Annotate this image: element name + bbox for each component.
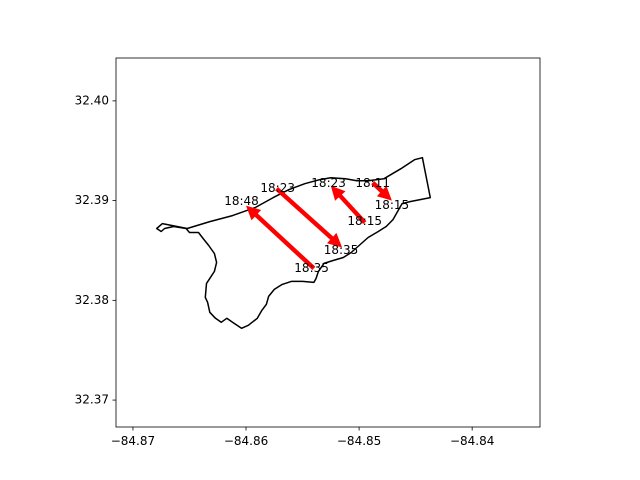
arrow-4	[371, 181, 392, 201]
y-tick-label: 32.39	[75, 193, 109, 207]
boundary-outline	[155, 156, 432, 330]
time-label-4: 18:35	[324, 243, 359, 257]
y-axis: 32.37 32.38 32.39 32.40	[75, 93, 116, 407]
time-label-5: 18:15	[347, 214, 382, 228]
x-tick-label: −84.86	[224, 434, 268, 448]
time-label-7: 18:11	[355, 176, 390, 190]
x-tick-label: −84.84	[450, 434, 494, 448]
y-tick-label: 32.37	[75, 393, 109, 407]
axes-frame	[115, 57, 541, 428]
arrow-3	[330, 185, 367, 224]
time-label-6: 18:23	[311, 176, 346, 190]
time-label-2: 18:48	[224, 194, 259, 208]
arrow-2	[275, 187, 343, 248]
arrow-1	[246, 205, 316, 270]
x-tick-label: −84.85	[337, 434, 381, 448]
y-tick-label: 32.40	[75, 93, 109, 107]
x-tick-label: −84.87	[111, 434, 155, 448]
time-label-1: 18:35	[294, 261, 329, 275]
x-axis: −84.87 −84.86 −84.85 −84.84	[111, 427, 494, 448]
y-tick-label: 32.38	[75, 293, 109, 307]
time-label-8: 18:15	[375, 198, 410, 212]
time-label-3: 18:23	[260, 181, 295, 195]
